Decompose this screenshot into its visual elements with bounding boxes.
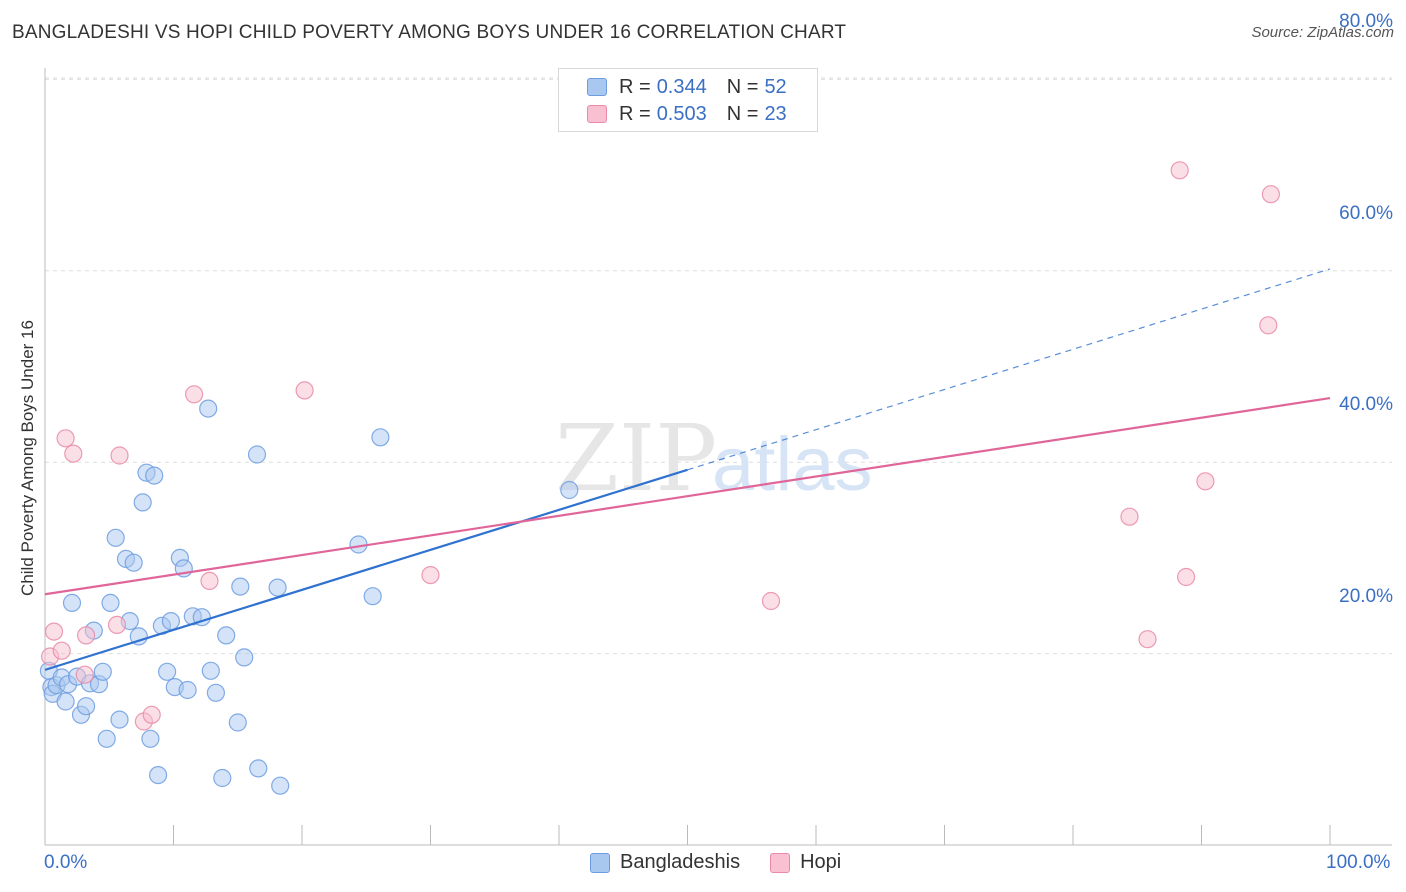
- series-label-bangladeshis: Bangladeshis: [620, 851, 741, 873]
- point-hopi: [1261, 185, 1281, 204]
- point-bangladeshis: [161, 611, 180, 631]
- point-bangladeshis: [124, 553, 143, 572]
- point-bangladeshis: [97, 729, 116, 748]
- point-hopi: [56, 429, 75, 448]
- point-bangladeshis: [76, 697, 96, 716]
- point-hopi: [1170, 161, 1189, 180]
- series-swatch-hopi: [770, 852, 791, 873]
- trend-lines: [44, 268, 1331, 671]
- point-bangladeshis: [217, 626, 236, 645]
- y-tick-label: 80.0%: [1339, 11, 1393, 33]
- y-axis-label: Child Poverty Among Boys Under 16: [18, 320, 37, 596]
- point-hopi: [76, 626, 96, 645]
- point-hopi: [421, 565, 440, 585]
- data-points: [39, 161, 1281, 795]
- x-tick-label-min: 0.0%: [44, 852, 88, 873]
- series-swatch-bangladeshis: [590, 852, 610, 873]
- point-bangladeshis: [231, 577, 250, 596]
- watermark-atlas: atlas: [712, 422, 873, 507]
- legend-r-value: 0.344: [656, 75, 707, 98]
- trend-line-hopi: [44, 396, 1331, 596]
- point-bangladeshis: [56, 692, 75, 711]
- series-legend: Bangladeshis Hopi: [590, 851, 871, 874]
- point-bangladeshis: [110, 710, 129, 729]
- point-bangladeshis: [106, 528, 125, 547]
- point-bangladeshis: [199, 399, 218, 418]
- point-bangladeshis: [62, 593, 82, 613]
- point-hopi: [52, 641, 71, 660]
- point-bangladeshis: [158, 662, 177, 681]
- point-hopi: [1176, 567, 1196, 587]
- legend-n-value: 23: [764, 102, 787, 125]
- point-bangladeshis: [371, 428, 390, 447]
- point-bangladeshis: [206, 683, 225, 702]
- watermark-zip: ZIP: [555, 405, 717, 512]
- point-bangladeshis: [145, 466, 164, 485]
- source-label: Source: ZipAtlas.com: [1251, 24, 1394, 41]
- point-bangladeshis: [228, 713, 247, 732]
- legend-swatch-bangladeshis: [587, 78, 607, 96]
- point-hopi: [761, 591, 781, 611]
- point-hopi: [107, 615, 127, 635]
- point-bangladeshis: [133, 493, 152, 512]
- point-bangladeshis: [213, 768, 232, 788]
- point-bangladeshis: [93, 662, 112, 681]
- legend-r-value: 0.503: [656, 102, 707, 125]
- x-tick-label-max: 100.0%: [1326, 852, 1391, 873]
- legend-n-label: N =: [726, 102, 759, 125]
- point-hopi: [185, 385, 204, 404]
- point-bangladeshis: [271, 776, 290, 795]
- chart-title: BANGLADESHI VS HOPI CHILD POVERTY AMONG …: [12, 22, 847, 43]
- point-hopi: [1138, 630, 1157, 649]
- point-hopi: [1259, 316, 1278, 335]
- correlation-legend: R = 0.344 N = 52 R = 0.503 N = 23: [558, 68, 818, 132]
- point-bangladeshis: [268, 578, 287, 597]
- point-hopi: [1196, 472, 1215, 491]
- point-hopi: [200, 571, 219, 591]
- legend-n-value: 52: [764, 75, 787, 98]
- series-legend-bangladeshis[interactable]: Bangladeshis: [590, 851, 740, 874]
- legend-n-label: N =: [726, 75, 759, 98]
- point-bangladeshis: [101, 593, 120, 613]
- legend-row-bangladeshis: R = 0.344 N = 52: [587, 75, 787, 99]
- point-bangladeshis: [129, 627, 148, 646]
- point-bangladeshis: [201, 661, 220, 680]
- point-hopi: [295, 381, 314, 400]
- point-bangladeshis: [178, 680, 197, 700]
- trend-line-bangladeshis: [44, 468, 688, 671]
- legend-swatch-hopi: [587, 105, 607, 123]
- y-tick-label: 40.0%: [1339, 394, 1393, 416]
- legend-r-label: R =: [619, 75, 651, 98]
- point-bangladeshis: [141, 729, 160, 748]
- y-tick-label: 60.0%: [1339, 202, 1393, 224]
- grid-lines: [45, 77, 1392, 655]
- trend-extension-bangladeshis: [687, 268, 1331, 471]
- series-label-hopi: Hopi: [800, 851, 842, 873]
- point-hopi: [1120, 507, 1139, 526]
- point-hopi: [110, 446, 129, 465]
- watermark: ZIP atlas: [555, 405, 873, 512]
- point-bangladeshis: [560, 480, 579, 500]
- legend-r-label: R =: [619, 102, 651, 125]
- point-bangladeshis: [247, 445, 267, 464]
- point-hopi: [44, 622, 64, 641]
- point-bangladeshis: [235, 648, 254, 667]
- point-bangladeshis: [149, 765, 168, 785]
- point-hopi: [64, 444, 83, 463]
- y-tick-label: 20.0%: [1339, 585, 1393, 607]
- point-hopi: [75, 665, 94, 684]
- point-bangladeshis: [363, 587, 382, 606]
- legend-row-hopi: R = 0.503 N = 23: [587, 102, 787, 126]
- point-hopi: [142, 705, 161, 724]
- series-legend-hopi[interactable]: Hopi: [770, 851, 841, 874]
- point-bangladeshis: [249, 759, 268, 778]
- axes: [44, 68, 1392, 846]
